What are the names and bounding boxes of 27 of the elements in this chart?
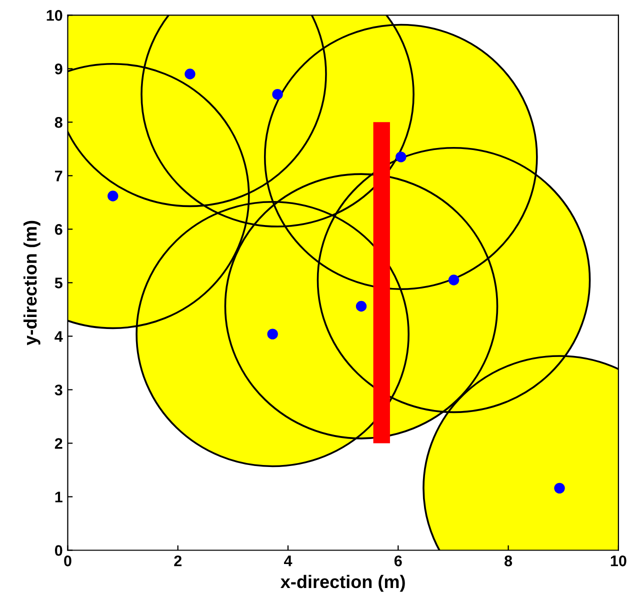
x-axis-title: x-direction (m) xyxy=(280,574,405,592)
x-tick-label: 2 xyxy=(174,556,182,566)
y-tick-label: 1 xyxy=(55,492,62,502)
y-tick-label: 6 xyxy=(54,224,62,235)
x-tick-label: 4 xyxy=(284,556,292,566)
y-tick-label: 8 xyxy=(54,117,62,128)
point xyxy=(108,190,118,202)
y-tick-label: 0 xyxy=(54,545,62,556)
x-tick-label: 10 xyxy=(610,556,626,566)
point xyxy=(184,68,196,80)
x-tick-label: 8 xyxy=(504,556,512,566)
point xyxy=(554,482,565,494)
point xyxy=(396,152,406,162)
y-tick-label: 3 xyxy=(54,384,62,396)
y-axis-title: y-direction (m) xyxy=(23,220,40,346)
point xyxy=(267,328,278,340)
x-tick-label: 0 xyxy=(64,556,72,566)
y-tick-label: 5 xyxy=(54,278,62,288)
y-tick-label: 7 xyxy=(55,170,62,182)
y-tick-label: 10 xyxy=(46,10,62,21)
y-tick-label: 2 xyxy=(54,438,62,449)
y-tick-label: 9 xyxy=(54,64,62,74)
point xyxy=(272,88,283,100)
point xyxy=(448,274,460,286)
y-tick-label: 4 xyxy=(54,331,63,342)
x-tick-label: 6 xyxy=(394,556,402,566)
point xyxy=(356,300,367,312)
